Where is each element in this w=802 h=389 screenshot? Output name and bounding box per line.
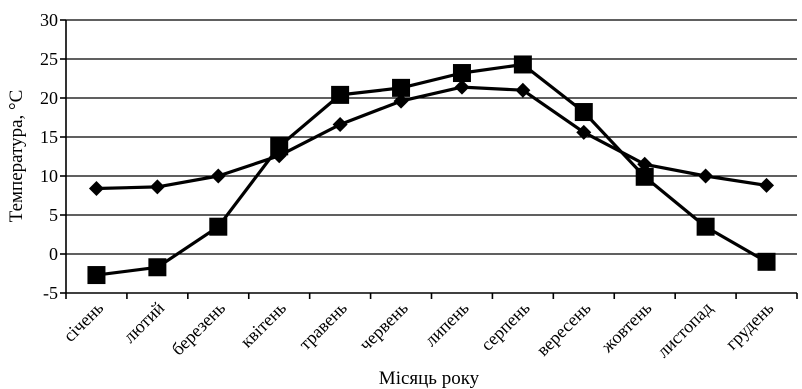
square-marker <box>87 266 106 285</box>
x-tick-label: вересень <box>532 298 594 360</box>
diamond-marker <box>149 179 165 195</box>
square-marker <box>452 64 471 83</box>
x-tick-label: березень <box>168 298 230 360</box>
y-tick-label: 25 <box>40 49 58 69</box>
square-marker <box>635 167 654 186</box>
y-tick-label: 0 <box>49 244 58 264</box>
square-marker <box>574 103 593 122</box>
square-marker <box>209 217 228 236</box>
square-marker <box>513 55 532 74</box>
axes <box>60 19 798 299</box>
x-tick-label: червень <box>355 298 412 355</box>
square-marker <box>696 217 715 236</box>
y-axis-title: Температура, °С <box>6 90 27 223</box>
series-line-2 <box>96 62 768 277</box>
y-tick-label: 30 <box>40 10 58 30</box>
diamond-marker <box>210 168 226 184</box>
y-tick-label: 20 <box>40 88 58 108</box>
diamond-marker <box>88 180 104 196</box>
square-marker <box>270 137 289 156</box>
y-tick-label: 10 <box>40 166 58 186</box>
x-tick-label: травень <box>295 298 351 354</box>
x-tick-label: жовтень <box>596 298 655 357</box>
series <box>87 55 776 285</box>
square-marker <box>148 258 167 277</box>
diamond-marker <box>576 124 592 140</box>
x-tick-label: серпень <box>477 298 534 355</box>
x-tick-label: лютий <box>119 297 168 346</box>
series-line-1 <box>96 85 767 191</box>
x-tick-label: січень <box>59 298 107 346</box>
diamond-marker <box>698 168 714 184</box>
y-tick-label: -5 <box>43 283 58 303</box>
x-tick-label: липень <box>420 298 472 350</box>
diamond-marker <box>332 117 348 133</box>
y-tick-label: 15 <box>40 127 58 147</box>
diamond-marker <box>515 82 531 98</box>
grid-lines <box>66 19 797 255</box>
square-marker <box>392 78 411 97</box>
x-tick-label: листопад <box>653 298 717 362</box>
x-tick-label: грудень <box>721 298 777 354</box>
diamond-marker <box>759 177 775 193</box>
square-marker <box>331 85 350 104</box>
x-axis-title: Місяць року <box>379 368 480 389</box>
x-tick-label: квітень <box>236 298 290 352</box>
diamond-marker <box>393 93 409 109</box>
y-tick-label: 5 <box>49 205 58 225</box>
square-marker <box>757 252 776 271</box>
diamond-marker <box>454 79 470 95</box>
